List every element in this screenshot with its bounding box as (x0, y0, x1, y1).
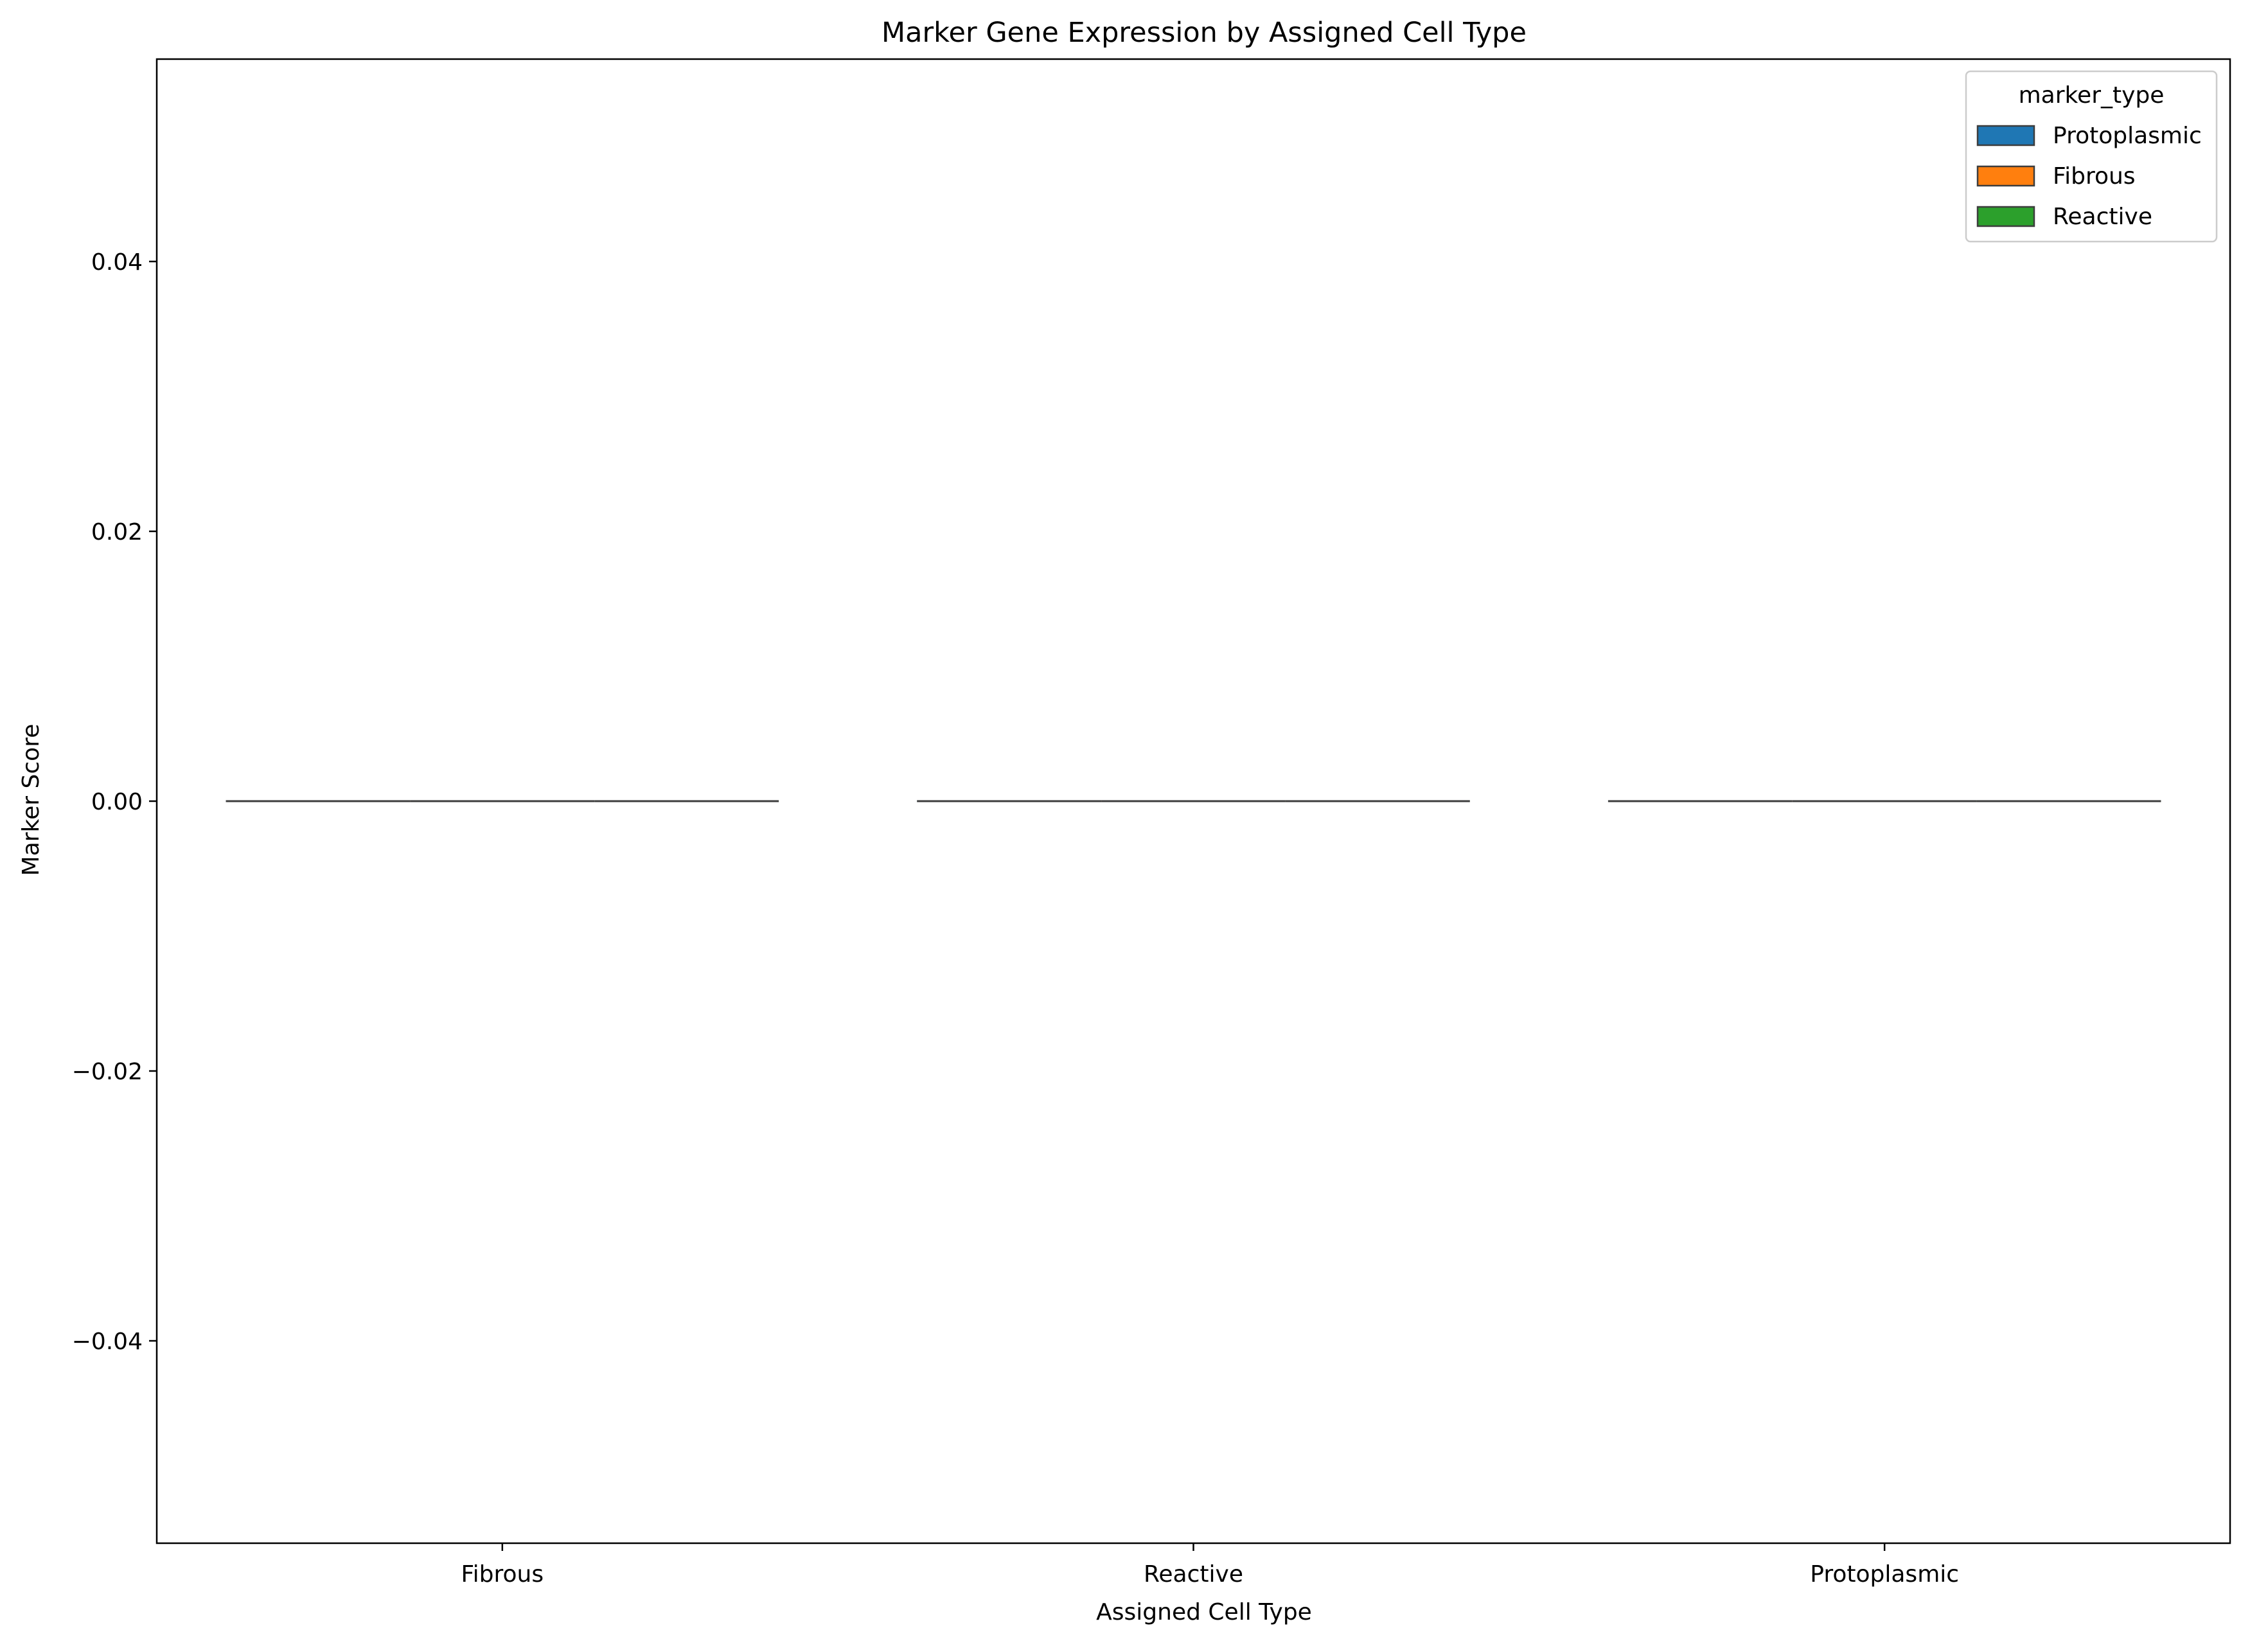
legend-swatch-fibrous (1976, 165, 2035, 187)
x-tick-label: Reactive (1144, 1561, 1243, 1588)
legend-swatch-protoplasmic (1976, 125, 2035, 146)
legend-title: marker_type (2019, 82, 2165, 109)
legend: marker_type Protoplasmic Fibrous Reactive (1965, 70, 2218, 243)
y-tick-label: 0.04 (91, 249, 143, 276)
x-axis-label: Assigned Cell Type (1096, 1599, 1312, 1625)
legend-swatch-reactive (1976, 206, 2035, 227)
legend-entries: Protoplasmic Fibrous Reactive (1976, 123, 2202, 230)
y-tick-label: 0.02 (91, 519, 143, 545)
chart-marks (226, 800, 2161, 802)
legend-frame (1965, 70, 2218, 243)
x-tick-label: Fibrous (461, 1561, 544, 1588)
legend-label-protoplasmic: Protoplasmic (2053, 123, 2202, 149)
y-tick-label: −0.02 (72, 1059, 143, 1085)
y-axis-label: Marker Score (18, 724, 44, 876)
y-tick-label: 0.00 (91, 789, 143, 815)
y-axis: −0.04 −0.02 0.00 0.02 0.04 (72, 249, 157, 1355)
y-tick-label: −0.04 (72, 1329, 143, 1355)
plot-frame (155, 58, 2231, 1544)
chart-title: Marker Gene Expression by Assigned Cell … (882, 17, 1527, 49)
legend-label-fibrous: Fibrous (2053, 163, 2136, 190)
x-tick-label: Protoplasmic (1810, 1561, 1959, 1588)
x-axis: Fibrous Reactive Protoplasmic (461, 1543, 1959, 1588)
legend-label-reactive: Reactive (2053, 204, 2152, 230)
